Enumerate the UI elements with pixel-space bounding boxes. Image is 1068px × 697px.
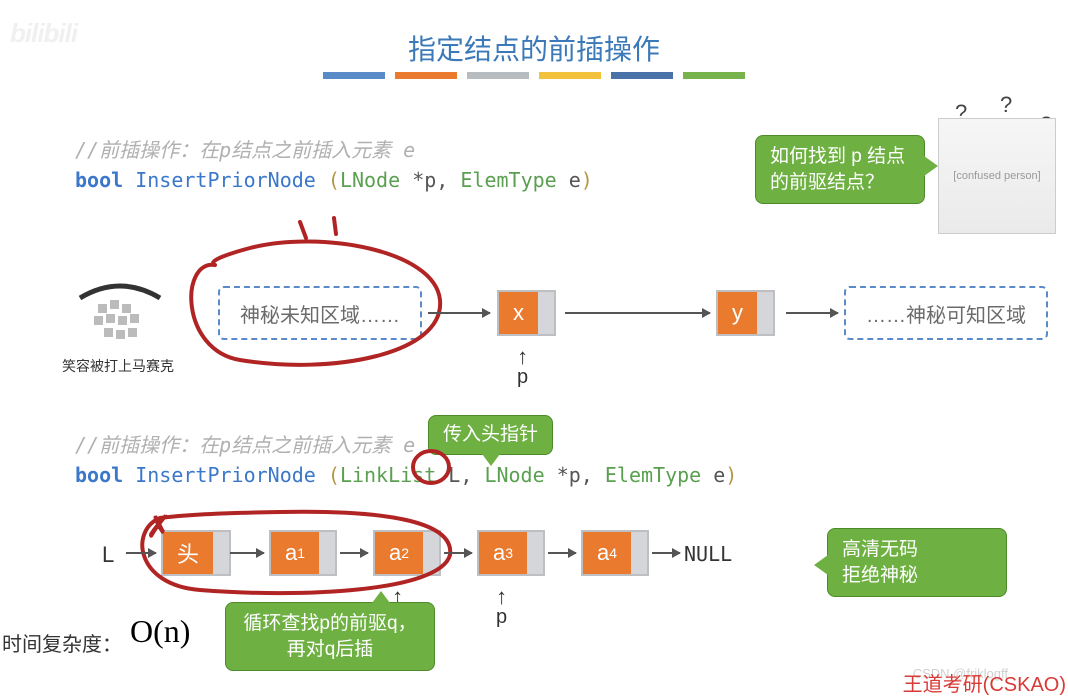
code2-comment: //前插操作：在p结点之前插入元素 e (75, 430, 737, 460)
code2-lparen: ( (328, 463, 340, 487)
node-a2-ptr (423, 532, 439, 574)
node-a1-value: a1 (271, 532, 319, 574)
arrow-row1-2 (786, 312, 838, 314)
page-title: 指定结点的前插操作 (408, 28, 660, 68)
wangdao-watermark: 王道考研(CSKAO) (903, 668, 1066, 697)
code2-arg0-type: LinkList (340, 463, 436, 487)
node-y-ptr (757, 292, 773, 334)
node-y: y (716, 290, 775, 336)
node-a4-value: a4 (583, 532, 631, 574)
node-y-value: y (718, 292, 757, 334)
code2-return-type: bool (75, 463, 123, 487)
color-bar-4 (611, 72, 673, 79)
code1-rparen: ) (581, 168, 593, 192)
node-head-ptr (213, 532, 229, 574)
node-a3-value: a3 (479, 532, 527, 574)
mosaic-caption: 笑容被打上马赛克 (62, 356, 174, 376)
color-bar-2 (467, 72, 529, 79)
code2-arg2-name: e (701, 463, 725, 487)
code1-lparen: ( (328, 168, 340, 192)
arrow-row1-0 (428, 312, 490, 314)
mosaic-face-icon (70, 280, 170, 350)
arrow-row2-4 (548, 552, 576, 554)
red-x-annotation: ✗ (146, 510, 171, 545)
node-a4-ptr (631, 532, 647, 574)
code2-arg0-name: L, (436, 463, 484, 487)
code1-arg2-name: e (557, 168, 581, 192)
arrow-row2-2 (340, 552, 368, 554)
complexity-formula: O(n) (130, 613, 190, 650)
node-a2: a2 (373, 530, 441, 576)
color-bar-1 (395, 72, 457, 79)
node-x: x (497, 290, 556, 336)
node-a1-ptr (319, 532, 335, 574)
pointer-p-text: p (517, 366, 528, 388)
callout-find-predecessor: 如何找到 p 结点的前驱结点？ (755, 135, 925, 204)
complexity-label: 时间复杂度： (2, 628, 122, 657)
node-a4: a4 (581, 530, 649, 576)
pointer-label-p-row1: ↑ p (517, 348, 528, 389)
code1-arg1-type: LNode (340, 168, 400, 192)
callout-head-pointer: 传入头指针 (428, 415, 553, 455)
up-arrow-icon: ↑ (496, 588, 507, 606)
code1-arg1-name: *p, (400, 168, 460, 192)
unknown-region-box: 神秘未知区域…… (218, 286, 422, 340)
code-signature-2: //前插操作：在p结点之前插入元素 e bool InsertPriorNode… (75, 430, 737, 490)
code2-rparen: ) (725, 463, 737, 487)
node-x-ptr (538, 292, 554, 334)
code1-fn-name: InsertPriorNode (135, 168, 316, 192)
null-label: NULL (684, 542, 732, 566)
color-bar-0 (323, 72, 385, 79)
callout-hd-no-mosaic: 高清无码 拒绝神秘 (827, 528, 1007, 597)
code-signature-1: //前插操作：在p结点之前插入元素 e bool InsertPriorNode… (75, 135, 593, 195)
node-a3-ptr (527, 532, 543, 574)
arrow-row2-3 (444, 552, 472, 554)
pointer-label-p-row2: ↑ p (496, 588, 507, 629)
question-mark-2: ? (1000, 92, 1012, 118)
callout-loop-find-predecessor: 循环查找p的前驱q，再对q后插 (225, 602, 435, 671)
label-L: L (102, 542, 114, 568)
code1-return-type: bool (75, 168, 123, 192)
known-region-box: ……神秘可知区域 (844, 286, 1048, 340)
code2-fn-name: InsertPriorNode (135, 463, 316, 487)
bilibili-logo: bilibili (10, 18, 77, 49)
arrow-row2-1 (230, 552, 264, 554)
code2-arg1-type: LNode (484, 463, 544, 487)
arrow-row2-0 (126, 552, 156, 554)
color-bar-3 (539, 72, 601, 79)
up-arrow-icon: ↑ (517, 348, 528, 366)
confused-person-image: [confused person] (938, 118, 1056, 234)
node-a2-value: a2 (375, 532, 423, 574)
code2-arg2-type: ElemType (605, 463, 701, 487)
node-x-value: x (499, 292, 538, 334)
code1-comment: //前插操作：在p结点之前插入元素 e (75, 135, 593, 165)
pointer-p-text: p (496, 606, 507, 628)
arrow-row1-1 (565, 312, 710, 314)
node-a3: a3 (477, 530, 545, 576)
code2-arg1-name: *p, (545, 463, 605, 487)
color-bar-5 (683, 72, 745, 79)
node-a1: a1 (269, 530, 337, 576)
node-head: 头 (161, 530, 231, 576)
arrow-row2-5 (652, 552, 680, 554)
code1-arg2-type: ElemType (460, 168, 556, 192)
decorative-color-bars (323, 72, 745, 79)
